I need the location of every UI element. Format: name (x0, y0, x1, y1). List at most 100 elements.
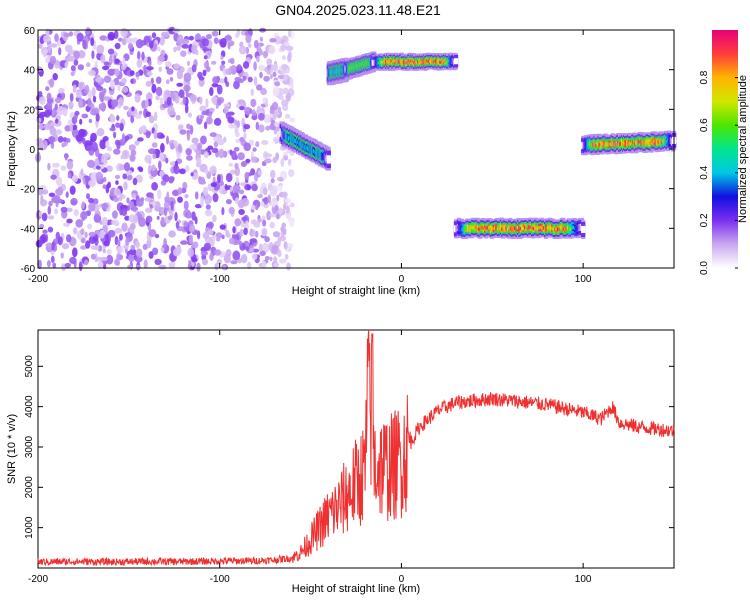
heatmap-noise-cell (160, 142, 165, 153)
heatmap-noise-cell (205, 98, 209, 108)
heatmap-noise-cell (249, 238, 257, 244)
heatmap-feature-cell (326, 157, 331, 162)
heatmap-noise-cell (212, 214, 217, 223)
heatmap-noise-cell (207, 145, 214, 150)
heatmap-noise-cell (236, 120, 240, 128)
heatmap-noise-cell (116, 252, 120, 262)
heatmap-noise-cell (204, 168, 209, 175)
heatmap-noise-cell (169, 111, 176, 116)
heatmap-noise-cell (212, 76, 219, 84)
heatmap-noise-cell (138, 167, 144, 173)
heatmap-noise-cell (129, 70, 135, 76)
heatmap-noise-cell (259, 36, 263, 42)
heatmap-noise-cell (148, 60, 152, 67)
heatmap-noise-cell (121, 86, 129, 93)
heatmap-noise-cell (110, 79, 116, 90)
heatmap-cells (34, 26, 677, 272)
heatmap-noise-cell (276, 194, 280, 202)
heatmap-noise-cell (182, 181, 188, 190)
heatmap-noise-cell (259, 71, 263, 79)
heatmap-noise-cell (45, 28, 50, 38)
heatmap-noise-cell (96, 128, 105, 137)
heatmap-noise-cell (145, 99, 149, 109)
heatmap-noise-cell (132, 205, 137, 213)
heatmap-noise-cell (238, 240, 243, 246)
heatmap-noise-cell (80, 168, 84, 176)
heatmap-noise-cell (176, 44, 181, 52)
heatmap-noise-cell (160, 247, 165, 253)
heatmap-noise-cell (127, 43, 134, 50)
heatmap-noise-cell (202, 258, 208, 266)
heatmap-noise-cell (58, 47, 62, 56)
heatmap-noise-cell (203, 151, 209, 159)
heatmap-noise-cell (88, 70, 96, 76)
heatmap-noise-cell (209, 132, 218, 138)
heatmap-noise-cell (173, 63, 180, 69)
heatmap-noise-cell (206, 116, 213, 125)
heatmap-noise-cell (278, 184, 283, 193)
heatmap-noise-cell (40, 195, 44, 203)
heatmap-noise-cell (100, 164, 105, 170)
heatmap-noise-cell (41, 46, 48, 56)
heatmap-noise-cell (55, 129, 62, 135)
heatmap-noise-cell (120, 155, 125, 160)
heatmap-noise-cell (54, 103, 58, 111)
heatmap-noise-cell (158, 264, 167, 270)
heatmap-noise-cell (222, 189, 227, 195)
heatmap-noise-cell (145, 80, 152, 87)
heatmap-noise-cell (217, 138, 225, 146)
heatmap-noise-cell (93, 213, 100, 223)
colorbar-tick-label: 0.6 (699, 118, 710, 132)
heatmap-noise-cell (118, 37, 123, 42)
heatmap-noise-cell (283, 75, 288, 82)
heatmap-noise-cell (274, 121, 281, 128)
heatmap-noise-cell (159, 134, 165, 139)
heatmap-noise-cell (163, 237, 167, 248)
heatmap-noise-cell (212, 176, 216, 184)
heatmap-noise-cell (73, 209, 79, 216)
heatmap-noise-cell (72, 247, 78, 258)
heatmap-noise-cell (166, 96, 172, 106)
colorbar-tick-label: 0.2 (699, 213, 710, 227)
heatmap-noise-cell (258, 112, 265, 121)
heatmap-noise-cell (88, 235, 97, 244)
heatmap-noise-cell (45, 57, 51, 64)
heatmap-noise-cell (251, 183, 258, 192)
heatmap-noise-cell (211, 30, 219, 37)
heatmap-noise-cell (113, 188, 121, 197)
heatmap-noise-cell (269, 221, 275, 229)
heatmap-noise-cell (285, 92, 291, 102)
heatmap-noise-cell (149, 204, 153, 209)
heatmap-noise-cell (138, 110, 143, 115)
heatmap-noise-cell (183, 200, 189, 210)
heatmap-noise-cell (80, 245, 87, 250)
heatmap-noise-cell (262, 219, 267, 227)
heatmap-noise-cell (63, 32, 71, 38)
heatmap-noise-cell (64, 153, 68, 161)
heatmap-feature-cell (581, 227, 586, 232)
heatmap-noise-cell (143, 64, 147, 75)
heatmap-noise-cell (172, 190, 179, 196)
y-tick-label: 0 (29, 145, 35, 156)
heatmap-noise-cell (101, 216, 108, 226)
heatmap-noise-cell (187, 247, 195, 257)
heatmap-noise-cell (103, 96, 111, 101)
heatmap-noise-cell (269, 256, 273, 262)
heatmap-noise-cell (201, 38, 209, 47)
heatmap-noise-cell (227, 116, 235, 124)
heatmap-noise-cell (280, 158, 285, 167)
heatmap-noise-cell (97, 261, 104, 269)
heatmap-noise-cell (249, 108, 253, 114)
heatmap-noise-cell (285, 45, 294, 51)
heatmap-noise-cell (289, 117, 295, 123)
heatmap-noise-cell (54, 33, 59, 42)
heatmap-noise-cell (223, 254, 231, 264)
heatmap-noise-cell (46, 260, 51, 268)
heatmap-noise-cell (45, 243, 53, 248)
heatmap-noise-cell (49, 126, 57, 136)
heatmap-noise-cell (109, 115, 116, 123)
heatmap-noise-cell (225, 229, 230, 238)
heatmap-noise-cell (82, 39, 87, 49)
heatmap-noise-cell (69, 256, 77, 265)
heatmap-noise-cell (148, 115, 155, 124)
